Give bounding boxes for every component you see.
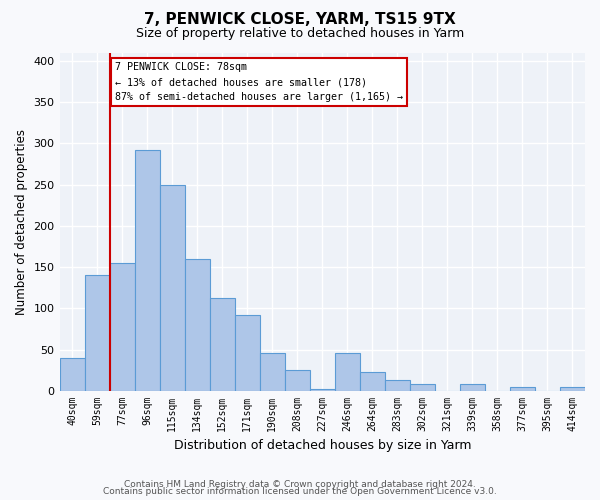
Bar — [134, 150, 160, 391]
Bar — [185, 259, 209, 391]
Bar — [385, 380, 410, 391]
Bar — [560, 387, 585, 391]
Bar — [160, 184, 185, 391]
Bar — [335, 353, 360, 391]
Bar — [59, 358, 85, 391]
Text: 7, PENWICK CLOSE, YARM, TS15 9TX: 7, PENWICK CLOSE, YARM, TS15 9TX — [144, 12, 456, 28]
Bar — [460, 384, 485, 391]
Bar — [235, 315, 260, 391]
Y-axis label: Number of detached properties: Number of detached properties — [15, 129, 28, 315]
Text: Contains public sector information licensed under the Open Government Licence v3: Contains public sector information licen… — [103, 487, 497, 496]
Bar — [360, 372, 385, 391]
Bar — [310, 388, 335, 391]
Bar — [110, 263, 134, 391]
Bar — [260, 353, 285, 391]
Text: 7 PENWICK CLOSE: 78sqm
← 13% of detached houses are smaller (178)
87% of semi-de: 7 PENWICK CLOSE: 78sqm ← 13% of detached… — [115, 62, 403, 102]
Bar — [510, 387, 535, 391]
X-axis label: Distribution of detached houses by size in Yarm: Distribution of detached houses by size … — [173, 440, 471, 452]
Bar — [209, 298, 235, 391]
Bar — [410, 384, 435, 391]
Text: Size of property relative to detached houses in Yarm: Size of property relative to detached ho… — [136, 28, 464, 40]
Bar — [285, 370, 310, 391]
Bar — [85, 276, 110, 391]
Text: Contains HM Land Registry data © Crown copyright and database right 2024.: Contains HM Land Registry data © Crown c… — [124, 480, 476, 489]
